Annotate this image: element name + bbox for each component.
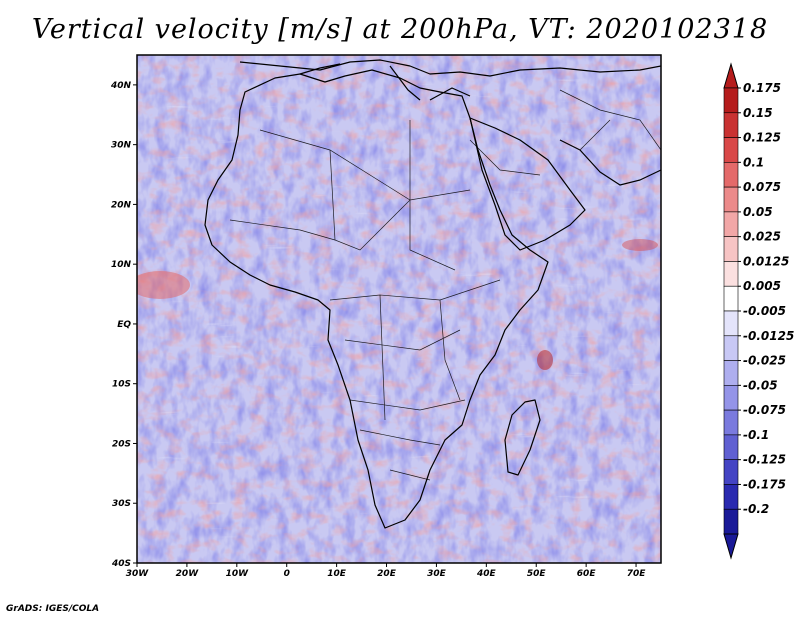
- lon-tick-label: 50E: [527, 569, 547, 579]
- colorbar-label: -0.05: [743, 378, 778, 392]
- colorbar-swatch: [723, 360, 739, 386]
- colorbar-label: 0.005: [743, 279, 781, 293]
- colorbar-label: -0.005: [743, 304, 786, 318]
- colorbar-label: -0.1: [743, 428, 769, 442]
- caspian-gulf-coastline: [559, 139, 661, 186]
- vertical-velocity-field: [137, 55, 661, 563]
- lat-tick-label: 20S: [112, 439, 131, 449]
- colorbar-label: 0.075: [743, 180, 781, 194]
- lon-tick-label: 10W: [226, 569, 250, 579]
- colorbar-label: 0.0125: [743, 254, 789, 268]
- chart-title: Vertical velocity [m/s] at 200hPa, VT: 2…: [31, 14, 769, 45]
- colorbar-swatch: [723, 385, 739, 411]
- colorbar-swatch: [723, 434, 739, 460]
- colorbar-label: 0.025: [743, 230, 781, 244]
- colorbar-label: -0.175: [743, 477, 786, 491]
- colorbar-swatch: [723, 508, 739, 535]
- lat-tick-label: 20N: [111, 200, 132, 210]
- colorbar-swatch: [723, 162, 739, 188]
- africa-coastline: [204, 69, 549, 529]
- colorbar-swatch: [723, 211, 739, 237]
- colorbar-swatch: [723, 261, 739, 287]
- longitude-axis: 30W 20W 10W 0 10E 20E 30E 40E 50E 60E 70E: [126, 563, 646, 579]
- arabia-coastline: [469, 117, 586, 251]
- colorbar-label: -0.2: [743, 502, 769, 516]
- colorbar-swatch: [723, 285, 739, 312]
- colorbar-swatch: [723, 459, 739, 485]
- colorbar-label: -0.125: [743, 453, 786, 467]
- colorbar-label: 0.1: [743, 155, 764, 169]
- mediterranean-coastline: [299, 63, 471, 101]
- lat-tick-label: 40S: [111, 559, 131, 569]
- colorbar: 0.175 0.15 0.125 0.1 0.075 0.05 0.025 0.0125 0.0…: [723, 62, 794, 560]
- lat-tick-label: 40N: [110, 81, 132, 91]
- colorbar-label: 0.15: [743, 106, 773, 120]
- colorbar-bottom-arrow: [723, 533, 739, 560]
- colorbar-label: -0.075: [743, 403, 786, 417]
- lon-tick-label: 20E: [377, 569, 397, 579]
- colorbar-swatch: [723, 335, 739, 361]
- colorbar-label: 0.125: [743, 131, 781, 145]
- colorbar-swatch: [723, 112, 739, 138]
- lon-tick-label: 30E: [427, 569, 447, 579]
- lon-tick-label: 10E: [327, 569, 347, 579]
- colorbar-label: 0.175: [743, 81, 781, 95]
- colorbar-swatch: [723, 310, 739, 337]
- colorbar-swatch: [723, 87, 739, 114]
- lon-tick-label: 60E: [577, 569, 597, 579]
- colorbar-swatch: [723, 186, 739, 213]
- madagascar-coastline: [504, 399, 541, 476]
- lat-tick-label: 30S: [112, 499, 131, 509]
- colorbar-swatch: [723, 484, 739, 510]
- colorbar-swatch: [723, 409, 739, 436]
- lat-tick-label: 10S: [112, 380, 131, 390]
- lon-tick-label: 30W: [126, 569, 150, 579]
- lon-tick-label: 20W: [176, 569, 200, 579]
- colorbar-label: 0.05: [743, 205, 773, 219]
- colorbar-label: -0.025: [743, 354, 786, 368]
- lon-tick-label: 0: [284, 569, 290, 579]
- colorbar-top-arrow: [723, 62, 739, 89]
- lon-tick-label: 40E: [476, 569, 497, 579]
- coastlines: [204, 59, 661, 529]
- lat-tick-label: EQ: [117, 320, 131, 330]
- map-frame: [136, 54, 662, 564]
- europe-coastline: [239, 59, 661, 77]
- latitude-axis: 40N 30N 20N 10N EQ 10S 20S 30S 40S: [110, 81, 137, 569]
- lon-tick-label: 70E: [627, 569, 647, 579]
- colorbar-label: -0.0125: [743, 329, 794, 343]
- credit-label: GrADS: IGES/COLA: [6, 604, 100, 614]
- colorbar-swatch: [723, 137, 739, 163]
- country-borders: [229, 89, 661, 481]
- colorbar-swatch: [723, 236, 739, 262]
- lat-tick-label: 10N: [111, 260, 132, 270]
- lat-tick-label: 30N: [111, 141, 132, 151]
